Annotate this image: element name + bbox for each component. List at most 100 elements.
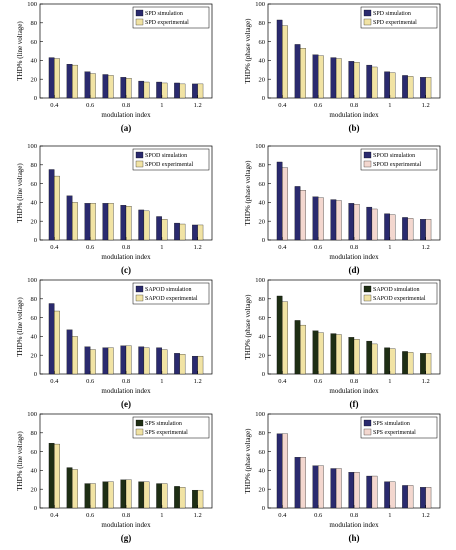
bar-simulation (348, 203, 355, 241)
bar-simulation (330, 199, 337, 241)
y-tick-label: 20 (31, 486, 38, 493)
legend-swatch (363, 160, 372, 168)
y-tick-label: 0 (34, 371, 37, 378)
y-axis-label: THD% (line voltage) (16, 297, 24, 357)
bar-experimental (335, 58, 342, 99)
bar-experimental (389, 72, 396, 99)
bar-simulation (312, 54, 319, 99)
y-axis-label: THD% (line voltage) (16, 21, 24, 81)
y-tick-label: 40 (31, 468, 38, 475)
bar-experimental (125, 345, 132, 375)
bar-simulation (66, 195, 73, 241)
x-tick-label: 0.8 (122, 102, 130, 109)
x-axis-label: modulation index (329, 111, 379, 119)
x-tick-label: 0.8 (122, 378, 130, 385)
bar-simulation (102, 74, 109, 99)
bar-experimental (335, 200, 342, 241)
legend-swatch (363, 9, 372, 17)
y-tick-label: 80 (259, 296, 266, 303)
y-tick-label: 0 (34, 95, 37, 102)
x-tick-label: 1 (160, 244, 163, 251)
x-tick-label: 0.6 (86, 244, 95, 251)
bar-simulation (312, 196, 319, 241)
x-tick-label: 1 (160, 378, 163, 385)
subfigure-label: (a) (121, 123, 132, 133)
legend-swatch (135, 294, 144, 302)
legend-swatch (135, 428, 144, 436)
bar-simulation (276, 433, 283, 509)
bar-simulation (420, 353, 426, 375)
y-tick-label: 100 (27, 411, 37, 418)
bar-simulation (66, 64, 73, 99)
legend-entry: SPD experimental (145, 20, 189, 26)
bar-experimental (407, 218, 414, 241)
x-tick-label: 0.6 (86, 102, 95, 109)
legend-entry: SAPOD experimental (145, 296, 198, 302)
y-tick-label: 0 (34, 505, 37, 512)
bar-experimental (161, 219, 168, 241)
bar-experimental (371, 66, 378, 99)
y-tick-label: 20 (259, 486, 266, 493)
x-axis-label: modulation index (101, 521, 151, 529)
bar-simulation (138, 481, 145, 509)
bar-experimental (335, 334, 342, 375)
legend-entry: SAPOD simulation (373, 287, 420, 293)
bar-simulation (312, 465, 319, 509)
y-tick-label: 0 (34, 237, 37, 244)
bar-experimental (318, 465, 324, 509)
bar-experimental (72, 336, 78, 375)
y-tick-label: 60 (259, 449, 266, 456)
legend-entry: SPS simulation (373, 421, 410, 427)
bar-simulation (276, 19, 283, 99)
bar-experimental (54, 310, 60, 375)
x-tick-label: 0.6 (314, 102, 323, 109)
legend-entry: SPOD simulation (145, 153, 187, 159)
legend-box (360, 6, 438, 29)
bar-simulation (312, 330, 319, 375)
bar-experimental (318, 332, 324, 375)
legend-entry: SPS simulation (145, 421, 182, 427)
bar-experimental (90, 483, 96, 509)
chart-panel-e: 0 20 40 60 80 100 0.4 0.6 0.8 1 1.2 modulation inde… (16, 277, 213, 409)
subfigure-label: (b) (349, 123, 360, 133)
bar-simulation (174, 486, 180, 509)
y-tick-label: 60 (31, 181, 38, 188)
bar-experimental (371, 475, 378, 509)
bar-experimental (282, 167, 288, 241)
bar-simulation (84, 71, 91, 99)
bar-simulation (330, 333, 337, 375)
bar-simulation (384, 213, 390, 241)
bar-experimental (54, 443, 60, 509)
bar-simulation (366, 340, 373, 375)
legend-entry: SPS experimental (373, 430, 416, 436)
bar-experimental (125, 78, 132, 99)
bar-experimental (407, 485, 414, 509)
bar-simulation (84, 203, 91, 241)
y-tick-label: 100 (255, 411, 265, 418)
x-tick-label: 1.2 (422, 102, 430, 109)
legend-box (132, 282, 210, 305)
x-tick-label: 0.6 (86, 378, 95, 385)
bar-simulation (156, 347, 162, 375)
y-tick-label: 0 (262, 505, 265, 512)
chart-panel-c: 0 20 40 60 80 100 0.4 0.6 0.8 1 1.2 modulation inde… (16, 143, 213, 275)
bar-experimental (282, 301, 288, 375)
bar-simulation (420, 487, 426, 509)
y-axis-label: THD% (phase voltage) (244, 294, 252, 360)
bar-experimental (353, 472, 360, 509)
x-tick-label: 0.4 (50, 378, 59, 385)
legend-swatch (135, 18, 144, 26)
bar-experimental (197, 224, 204, 241)
legend-entry: SPD simulation (373, 11, 411, 17)
bar-simulation (192, 489, 198, 509)
x-axis-label: modulation index (101, 253, 151, 261)
x-tick-label: 0.8 (350, 378, 358, 385)
bar-experimental (90, 349, 96, 375)
bar-experimental (107, 203, 114, 241)
legend-entry: SPOD experimental (145, 162, 193, 168)
x-tick-label: 1 (388, 102, 391, 109)
bar-simulation (102, 481, 109, 509)
bar-simulation (192, 224, 198, 241)
x-axis-label: modulation index (329, 521, 379, 529)
